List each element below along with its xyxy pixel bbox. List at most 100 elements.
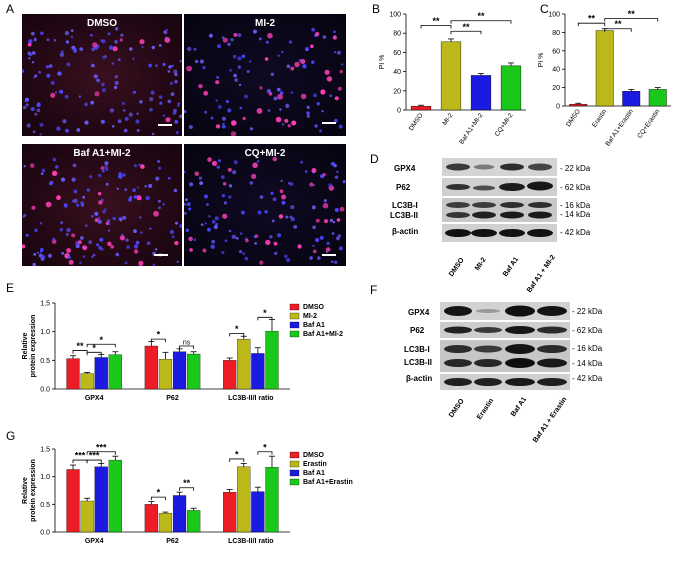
cell-nucleus	[334, 96, 339, 101]
cell-nucleus	[119, 235, 125, 241]
cell-nucleus	[104, 166, 109, 170]
cell-nucleus	[334, 208, 339, 212]
significance-label: **	[477, 11, 485, 21]
cell-nucleus	[334, 51, 337, 54]
cell-nucleus	[215, 80, 220, 85]
cell-nucleus	[220, 175, 225, 179]
cell-nucleus	[244, 94, 248, 99]
cell-nucleus	[91, 47, 96, 51]
cell-nucleus	[148, 63, 152, 68]
y-tick-label: 20	[552, 85, 560, 92]
band	[444, 378, 472, 386]
cell-nucleus	[163, 30, 168, 35]
significance-bracket	[150, 496, 166, 501]
cell-nucleus	[298, 59, 302, 62]
cell-nucleus	[23, 105, 27, 110]
cell-nucleus	[187, 46, 192, 52]
cell-nucleus	[27, 42, 32, 47]
cell-nucleus	[186, 65, 192, 72]
cell-nucleus	[214, 216, 219, 221]
y-tick-label: 80	[552, 30, 560, 37]
cell-nucleus	[217, 104, 222, 109]
cell-nucleus	[174, 240, 179, 246]
cell-nucleus	[76, 128, 81, 132]
cell-nucleus	[33, 38, 37, 42]
cell-nucleus	[28, 57, 31, 60]
cell-nucleus	[324, 219, 328, 224]
cell-nucleus	[194, 171, 200, 176]
bar	[158, 513, 173, 533]
cell-nucleus	[222, 213, 228, 219]
cell-nucleus	[188, 207, 192, 211]
cell-nucleus	[302, 64, 307, 69]
y-tick-label: 40	[393, 69, 401, 76]
cell-nucleus	[185, 228, 190, 233]
cell-nucleus	[277, 54, 280, 57]
significance-label: **	[628, 9, 636, 19]
cell-nucleus	[291, 120, 297, 126]
cell-nucleus	[64, 204, 68, 208]
y-axis-label: Relative	[22, 477, 29, 504]
cell-nucleus	[215, 124, 221, 129]
cell-nucleus	[338, 124, 343, 129]
cell-nucleus	[259, 86, 263, 90]
cell-dots	[184, 156, 346, 265]
cell-nucleus	[97, 216, 101, 220]
panel-label-f: F	[370, 283, 378, 297]
cell-nucleus	[242, 252, 246, 255]
cell-nucleus	[93, 253, 96, 257]
cell-nucleus	[221, 251, 225, 254]
band	[537, 326, 567, 334]
cell-nucleus	[23, 213, 27, 217]
cell-nucleus	[115, 252, 120, 257]
cell-nucleus	[97, 219, 102, 224]
cell-nucleus	[167, 176, 171, 180]
cell-nucleus	[33, 76, 36, 79]
bar	[187, 510, 201, 533]
cell-nucleus	[157, 199, 161, 203]
cell-nucleus	[289, 182, 294, 186]
cell-nucleus	[135, 240, 140, 245]
cell-nucleus	[94, 211, 99, 216]
band	[444, 326, 472, 334]
blot-row-label: β-actin	[406, 374, 433, 383]
cell-nucleus	[278, 214, 284, 219]
significance-label: **	[614, 19, 622, 29]
cell-nucleus	[104, 208, 107, 211]
cell-nucleus	[109, 47, 113, 50]
cell-nucleus	[273, 241, 278, 246]
cell-nucleus	[252, 29, 257, 34]
cell-nucleus	[129, 47, 133, 51]
legend-swatch	[289, 312, 300, 320]
chart-b-pi-percent: 0 20 40 60 80 100 PI % DMSO MI-2 Baf A1+MI-2 CQ+MI…	[379, 11, 526, 146]
cell-nucleus	[139, 100, 143, 104]
bar	[94, 357, 108, 390]
cell-nucleus	[232, 170, 237, 175]
legend-swatch	[289, 460, 300, 468]
cell-nucleus	[84, 224, 88, 227]
cell-nucleus	[227, 42, 231, 46]
legend-label: MI-2	[303, 313, 317, 320]
band	[474, 345, 502, 353]
cell-nucleus	[249, 127, 253, 131]
cell-nucleus	[276, 87, 281, 92]
cell-nucleus	[88, 240, 93, 244]
bar	[500, 65, 522, 111]
cell-nucleus	[174, 72, 178, 77]
cell-nucleus	[32, 51, 36, 55]
cell-nucleus	[184, 202, 187, 206]
cell-nucleus	[216, 44, 222, 49]
cell-nucleus	[277, 93, 283, 100]
cell-nucleus	[136, 195, 142, 201]
cell-nucleus	[111, 125, 115, 128]
cell-nucleus	[279, 189, 284, 194]
cell-nucleus	[264, 57, 269, 61]
cell-nucleus	[135, 119, 140, 124]
cell-nucleus	[289, 215, 293, 219]
band	[446, 163, 470, 171]
cell-nucleus	[177, 104, 180, 108]
cell-nucleus	[242, 116, 246, 121]
cell-nucleus	[309, 182, 314, 187]
y-tick-label: 80	[393, 31, 401, 38]
legend-swatch	[289, 303, 300, 311]
